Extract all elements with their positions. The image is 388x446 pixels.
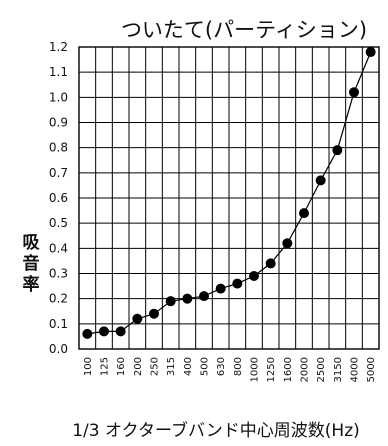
- data-point: [315, 175, 326, 186]
- y-tick-label: 0.2: [49, 292, 68, 306]
- x-tick-label: 160: [116, 357, 127, 376]
- x-tick-label: 500: [200, 357, 211, 376]
- y-tick-label: 1.2: [49, 40, 68, 54]
- y-tick-label: 0.3: [49, 267, 68, 281]
- data-point: [215, 283, 226, 294]
- y-tick-label: 0.0: [49, 342, 68, 356]
- data-point: [115, 326, 126, 337]
- x-tick-label: 2000: [300, 357, 311, 382]
- data-point: [282, 238, 293, 249]
- x-tick-label: 1000: [250, 357, 261, 382]
- x-tick-label: 3150: [333, 357, 344, 382]
- x-tick-label: 800: [233, 357, 244, 376]
- y-tick-label: 1.0: [49, 90, 68, 104]
- data-point: [299, 208, 309, 219]
- y-tick-label: 0.7: [49, 166, 68, 180]
- y-tick-label: 1.1: [49, 65, 68, 79]
- y-tick-labels: 0.0 0.1 0.2 0.3 0.4 0.5 0.6 0.7 0.8 0.9 1.0 1.1 1.2: [49, 40, 68, 356]
- x-tick-label: 1600: [283, 357, 294, 382]
- data-point: [265, 258, 276, 269]
- y-axis-label-char: 吸: [23, 233, 41, 253]
- x-tick-label: 200: [133, 357, 144, 376]
- data-point: [99, 326, 109, 337]
- grid-lines: [78, 46, 380, 350]
- x-tick-label: 2500: [316, 357, 327, 382]
- data-point: [232, 278, 243, 289]
- data-point: [182, 293, 193, 304]
- data-point: [165, 296, 176, 307]
- x-tick-label: 250: [150, 357, 161, 376]
- x-tick-label: 1250: [266, 357, 277, 382]
- y-tick-label: 0.9: [49, 116, 68, 130]
- y-tick-label: 0.6: [49, 191, 68, 205]
- x-tick-labels: 100 125 160 200 250 315 400 500 630 800 1000 1250 16…: [83, 357, 377, 382]
- y-axis-label-char: 率: [23, 274, 40, 295]
- data-points: [82, 47, 376, 339]
- data-point: [349, 87, 359, 98]
- x-tick-label: 125: [100, 357, 111, 376]
- data-point: [199, 291, 209, 302]
- x-axis-label: 1/3 オクターブバンド中心周波数(Hz): [72, 420, 360, 441]
- y-tick-label: 0.4: [49, 241, 68, 255]
- x-tick-label: 5000: [366, 357, 377, 382]
- y-axis-label-char: 音: [23, 253, 40, 274]
- y-axis-label: 吸音率: [23, 233, 41, 295]
- x-tick-label: 100: [83, 357, 94, 376]
- data-point: [149, 308, 159, 319]
- data-point: [332, 145, 343, 156]
- x-tick-label: 400: [183, 357, 194, 376]
- x-tick-label: 630: [216, 357, 227, 376]
- plot-frame: [78, 46, 380, 350]
- data-point: [132, 313, 143, 324]
- data-point: [365, 47, 376, 58]
- data-point: [249, 271, 259, 282]
- x-tick-label: 4000: [350, 357, 361, 382]
- x-tick-label: 315: [166, 357, 177, 376]
- y-tick-label: 0.5: [49, 216, 68, 230]
- y-tick-label: 0.1: [49, 317, 68, 331]
- data-point: [82, 328, 93, 339]
- chart-title: ついたて(パーティション): [121, 18, 367, 42]
- y-tick-label: 0.8: [49, 141, 68, 155]
